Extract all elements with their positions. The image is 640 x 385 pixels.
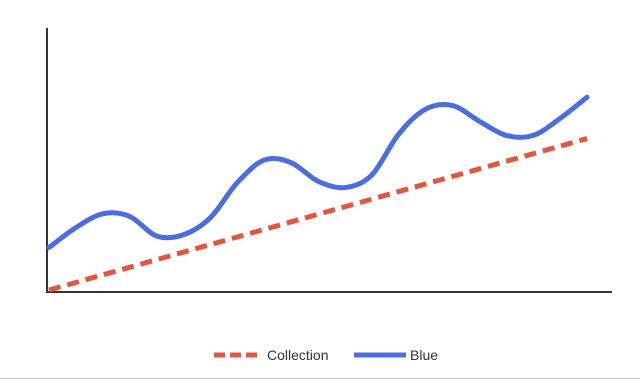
legend-label-collection: Collection [267, 347, 328, 363]
legend-item-collection: Collection [214, 347, 328, 363]
legend: Collection Blue [214, 347, 438, 363]
series-line-blue [46, 94, 590, 251]
legend-label-blue: Blue [410, 347, 438, 363]
legend-item-blue: Blue [354, 347, 438, 363]
series-layer [46, 94, 590, 293]
series-line-collection [48, 136, 588, 293]
bottom-rule [0, 378, 640, 379]
